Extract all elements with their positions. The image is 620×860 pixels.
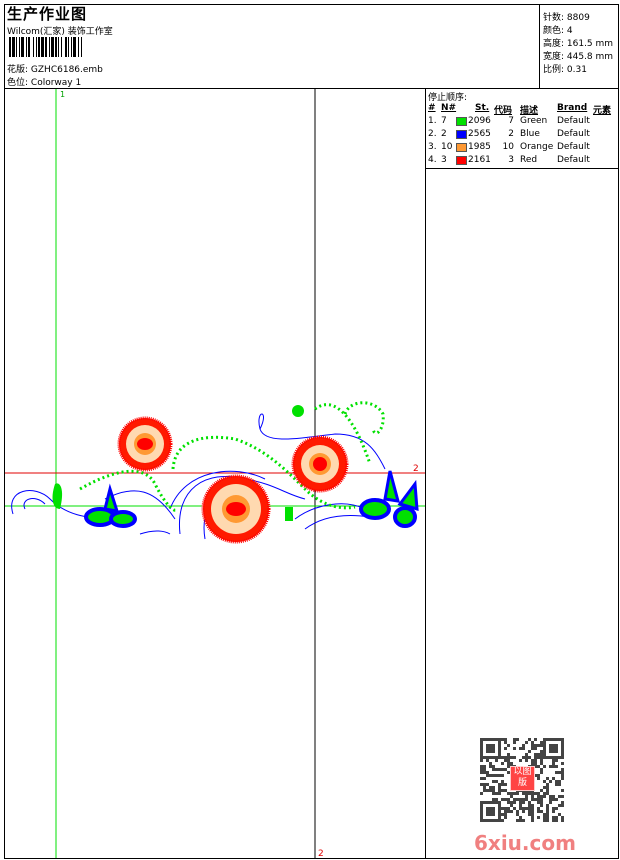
stop-row: 4. 3 2161 3 Red Default	[426, 155, 619, 168]
thread-brand: Default	[557, 129, 590, 139]
stitch-count: 2565	[468, 129, 491, 139]
color-code: 3	[508, 155, 514, 165]
colorway-label: 色位:	[7, 78, 29, 88]
row-index: 3.	[428, 142, 437, 152]
stitch-count: 1985	[468, 142, 491, 152]
divider	[425, 88, 426, 859]
color-swatch	[456, 130, 467, 139]
col-header: 描述	[520, 106, 539, 116]
design-preview: 1 2 2	[5, 89, 425, 858]
color-code: 7	[508, 116, 514, 126]
color-description: Green	[520, 116, 548, 126]
needle-number: 3	[441, 155, 447, 165]
color-description: Blue	[520, 129, 540, 139]
thread-brand: Default	[557, 116, 590, 126]
watermark-logo: 6xiu.com	[474, 831, 576, 855]
col-header: N#	[441, 103, 457, 113]
barcode	[9, 37, 151, 57]
green-curl	[292, 405, 304, 417]
colorway: 色位: Colorway 1	[7, 75, 81, 88]
col-header: St.	[475, 103, 490, 113]
design-height: 高度: 161.5 mm	[543, 39, 614, 49]
marker-2: 2	[413, 464, 419, 474]
stop-row: 1. 7 2096 7 Green Default	[426, 116, 619, 129]
green-bud	[285, 507, 293, 521]
page-frame	[4, 4, 619, 859]
marker-2: 2	[318, 849, 324, 858]
needle-number: 10	[441, 142, 453, 152]
row-index: 2.	[428, 129, 437, 139]
design-scale: 比例: 0.31	[543, 65, 587, 75]
marker-1: 1	[60, 90, 65, 99]
row-index: 4.	[428, 155, 437, 165]
stitch-count: 2096	[468, 116, 491, 126]
color-description: Orange	[520, 142, 554, 152]
stop-row: 3. 10 1985 10 Orange Default	[426, 142, 619, 155]
company-name: Wilcom(汇家) 装饰工作室	[7, 27, 113, 37]
page-title: 生产作业图	[7, 5, 88, 23]
stop-row: 2. 2 2565 2 Blue Default	[426, 129, 619, 142]
col-header: 代码	[494, 106, 513, 116]
flowers	[117, 416, 349, 544]
stitch-count: 针数: 8809	[543, 13, 590, 23]
design-width: 宽度: 445.8 mm	[543, 52, 614, 62]
needle-number: 7	[441, 116, 447, 126]
design-file: 花版: GZHC6186.emb	[7, 62, 103, 75]
col-header: #	[428, 103, 436, 113]
green-dots	[79, 401, 385, 512]
col-header: Brand	[557, 103, 588, 113]
stitch-count: 2161	[468, 155, 491, 165]
colorway-value: Colorway 1	[30, 78, 82, 88]
file-value: GZHC6186.emb	[30, 65, 103, 75]
stop-sequence-table: 停止顺序: # N# St. 代码 描述 Brand 元素 1. 7 2096 …	[426, 89, 619, 169]
needle-number: 2	[441, 129, 447, 139]
seal-stamp: 以图版	[510, 766, 535, 791]
color-description: Red	[520, 155, 538, 165]
color-count: 颜色: 4	[543, 26, 573, 36]
row-index: 1.	[428, 116, 437, 126]
thread-brand: Default	[557, 155, 590, 165]
color-code: 10	[502, 142, 514, 152]
blue-leaves	[84, 470, 419, 528]
color-swatch	[456, 143, 467, 152]
thread-brand: Default	[557, 142, 590, 152]
color-swatch	[456, 117, 467, 126]
col-header: 元素	[593, 106, 612, 116]
info-box: 针数: 8809 颜色: 4 高度: 161.5 mm 宽度: 445.8 mm…	[539, 4, 619, 89]
color-code: 2	[508, 129, 514, 139]
color-swatch	[456, 156, 467, 165]
file-label: 花版:	[7, 65, 29, 75]
green-leaf	[52, 483, 63, 509]
stop-sequence-title: 停止顺序:	[428, 93, 468, 103]
divider	[4, 88, 619, 89]
